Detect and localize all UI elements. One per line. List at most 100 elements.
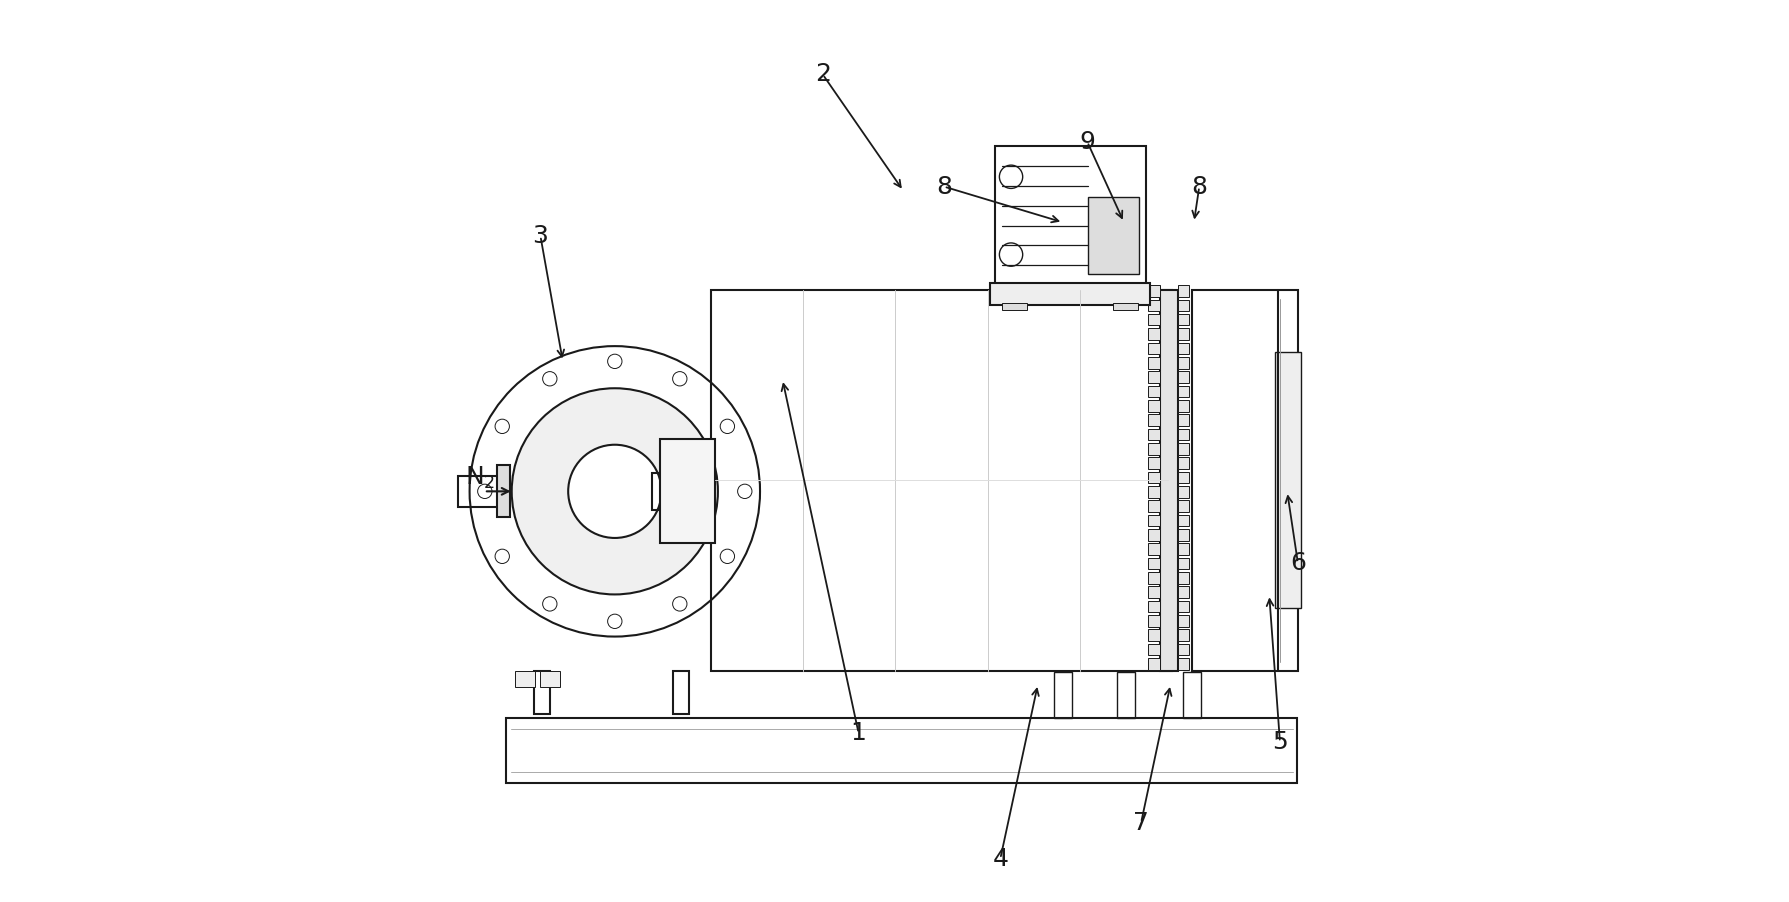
Bar bbox=[1149, 601, 1159, 612]
Circle shape bbox=[1000, 243, 1023, 266]
Bar bbox=[1113, 303, 1138, 310]
Bar bbox=[515, 670, 535, 686]
Bar bbox=[1177, 615, 1190, 627]
Bar bbox=[1177, 299, 1190, 311]
Bar bbox=[1149, 285, 1159, 297]
Bar bbox=[1149, 472, 1159, 483]
Text: 9: 9 bbox=[1079, 130, 1095, 153]
Bar bbox=[1088, 197, 1140, 274]
Circle shape bbox=[737, 484, 751, 499]
Text: N$_2$: N$_2$ bbox=[465, 465, 496, 491]
Bar bbox=[1149, 457, 1159, 469]
Bar bbox=[1149, 299, 1159, 311]
Circle shape bbox=[542, 597, 556, 611]
Circle shape bbox=[608, 354, 623, 369]
Bar bbox=[1177, 557, 1190, 569]
Bar bbox=[1177, 486, 1190, 498]
Bar bbox=[1177, 443, 1190, 455]
Bar bbox=[1149, 328, 1159, 340]
Bar bbox=[1177, 644, 1190, 656]
Bar bbox=[1159, 290, 1177, 670]
Bar bbox=[1149, 615, 1159, 627]
Bar bbox=[1149, 372, 1159, 382]
Bar bbox=[1149, 385, 1159, 397]
Bar bbox=[653, 473, 712, 511]
Bar bbox=[1177, 314, 1190, 326]
Bar bbox=[1177, 400, 1190, 411]
Bar bbox=[497, 465, 510, 518]
Bar bbox=[458, 476, 510, 507]
Bar bbox=[1149, 572, 1159, 584]
Bar bbox=[1149, 630, 1159, 641]
Bar bbox=[1177, 372, 1190, 382]
Bar bbox=[1149, 343, 1159, 354]
Bar bbox=[1177, 472, 1190, 483]
Bar bbox=[1177, 457, 1190, 469]
Bar bbox=[1177, 529, 1190, 540]
Bar bbox=[1149, 428, 1159, 440]
Bar bbox=[991, 283, 1150, 305]
Bar bbox=[1149, 543, 1159, 555]
Bar bbox=[1177, 515, 1190, 526]
Bar bbox=[1177, 428, 1190, 440]
Circle shape bbox=[496, 549, 510, 564]
Circle shape bbox=[1000, 165, 1023, 189]
Bar bbox=[1149, 501, 1159, 512]
Circle shape bbox=[569, 445, 662, 538]
Bar bbox=[1149, 357, 1159, 369]
Bar bbox=[1149, 644, 1159, 656]
Bar bbox=[1177, 630, 1190, 641]
Bar bbox=[1177, 572, 1190, 584]
Bar bbox=[1149, 586, 1159, 598]
Circle shape bbox=[496, 419, 510, 434]
Circle shape bbox=[542, 372, 556, 386]
Bar bbox=[1177, 385, 1190, 397]
Text: 6: 6 bbox=[1290, 551, 1306, 575]
Bar bbox=[1149, 529, 1159, 540]
Bar bbox=[1177, 501, 1190, 512]
Bar bbox=[1149, 557, 1159, 569]
Text: 3: 3 bbox=[533, 224, 549, 248]
Bar bbox=[1149, 443, 1159, 455]
Text: 8: 8 bbox=[1191, 175, 1208, 198]
Bar bbox=[1149, 486, 1159, 498]
Text: 8: 8 bbox=[936, 175, 952, 198]
Circle shape bbox=[478, 484, 492, 499]
Bar bbox=[1177, 543, 1190, 555]
Bar bbox=[1149, 414, 1159, 426]
Bar bbox=[673, 670, 689, 713]
Text: 1: 1 bbox=[852, 722, 866, 745]
Circle shape bbox=[673, 372, 687, 386]
Bar bbox=[1177, 357, 1190, 369]
Text: 7: 7 bbox=[1132, 811, 1149, 835]
Bar bbox=[1177, 586, 1190, 598]
Bar bbox=[1177, 601, 1190, 612]
Text: 2: 2 bbox=[814, 62, 830, 87]
Bar bbox=[1054, 672, 1072, 718]
Bar bbox=[1191, 290, 1297, 670]
Bar bbox=[1149, 515, 1159, 526]
Circle shape bbox=[721, 419, 735, 434]
Text: 4: 4 bbox=[993, 847, 1009, 871]
Bar bbox=[1149, 658, 1159, 669]
Circle shape bbox=[608, 614, 623, 629]
Circle shape bbox=[721, 549, 735, 564]
Bar bbox=[1177, 285, 1190, 297]
Bar bbox=[710, 290, 1172, 670]
Bar bbox=[660, 439, 716, 543]
Bar bbox=[995, 146, 1145, 285]
Bar bbox=[540, 670, 560, 686]
Bar bbox=[1183, 672, 1200, 718]
Circle shape bbox=[673, 597, 687, 611]
Bar bbox=[1149, 400, 1159, 411]
Bar bbox=[1149, 314, 1159, 326]
Bar bbox=[1177, 658, 1190, 669]
Bar bbox=[1177, 343, 1190, 354]
Bar bbox=[506, 718, 1297, 783]
Text: 5: 5 bbox=[1272, 731, 1288, 754]
Bar bbox=[1002, 303, 1027, 310]
Bar bbox=[1177, 414, 1190, 426]
Bar bbox=[1177, 328, 1190, 340]
Bar bbox=[1116, 672, 1134, 718]
Bar bbox=[535, 670, 551, 713]
